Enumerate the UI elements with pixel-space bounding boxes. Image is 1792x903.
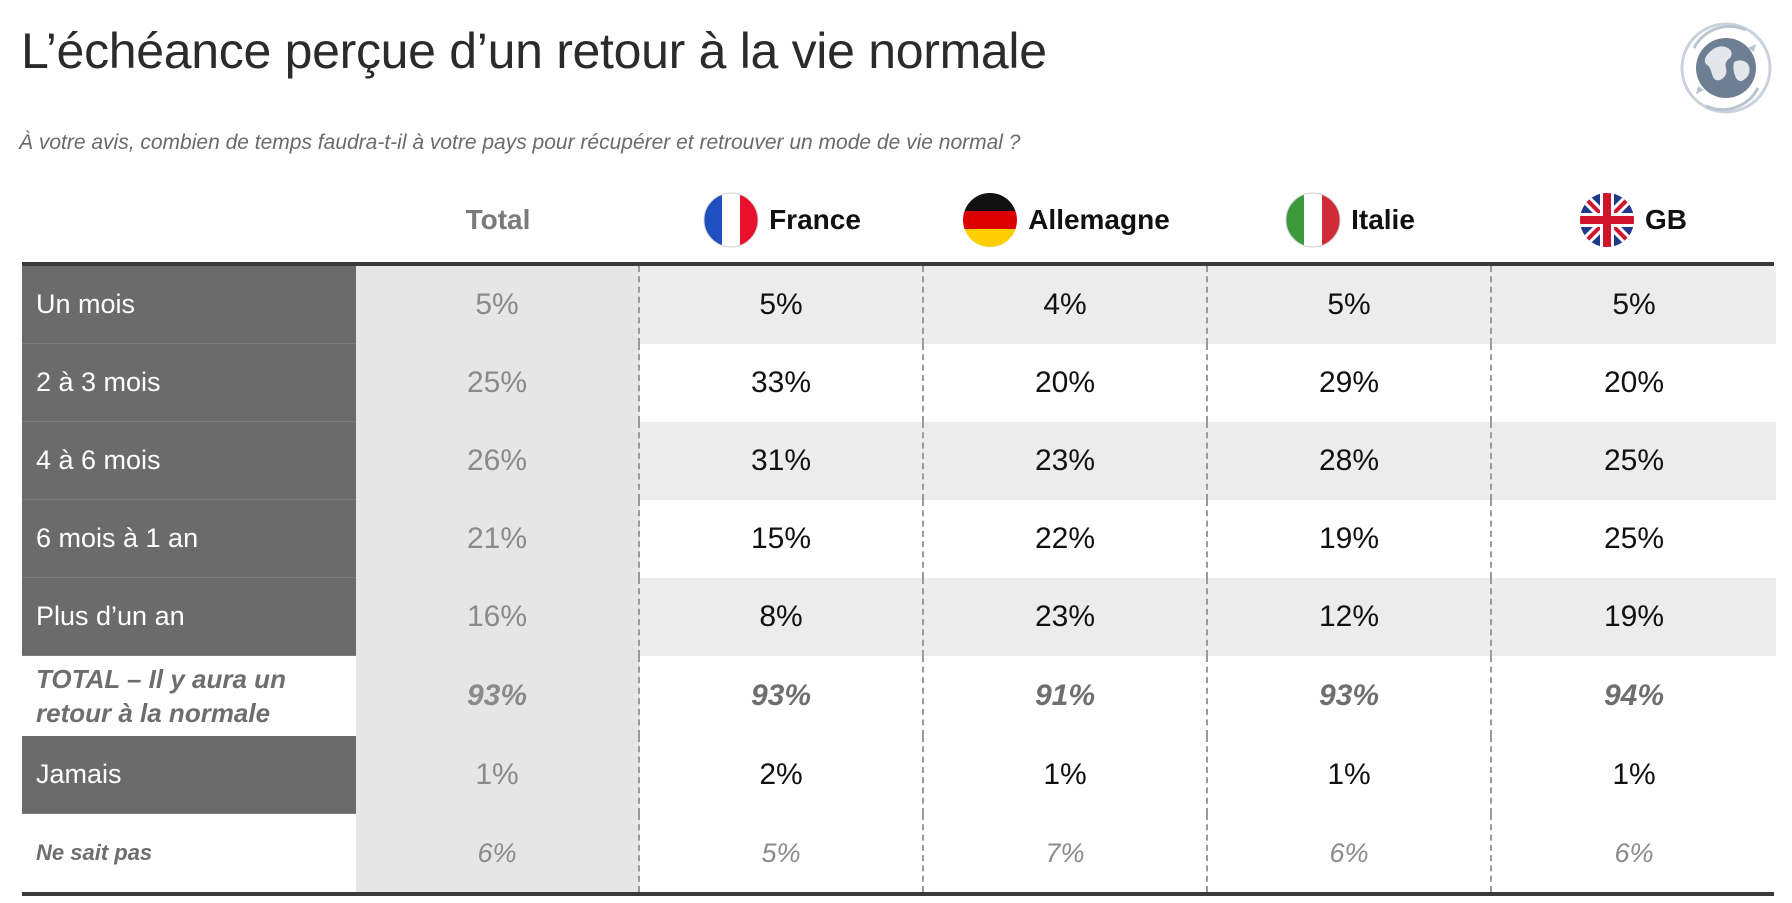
row-label-line1: TOTAL – Il y aura un [36, 664, 286, 694]
cell-gb: 94% [1603, 679, 1665, 712]
question-subtitle: À votre avis, combien de temps faudra-t-… [19, 131, 1021, 154]
cell-allemagne: 1% [924, 736, 1208, 814]
row-label: 6 mois à 1 an [22, 500, 356, 578]
cell-italie: 1% [1208, 736, 1492, 814]
row-label: Plus d’un an [22, 578, 356, 656]
cell-allemagne: 23% [924, 422, 1208, 500]
cell-total: 93% [356, 656, 640, 736]
col-header-gb-label: GB [1645, 204, 1687, 235]
cell-allemagne: 20% [924, 344, 1208, 422]
cell-france: 8% [640, 578, 924, 656]
row-label: Un mois [22, 266, 356, 344]
table-row-total-retour: TOTAL – Il y aura un retour à la normale… [22, 656, 1774, 736]
col-header-france-label: France [769, 204, 861, 235]
page-title: L’échéance perçue d’un retour à la vie n… [21, 23, 1047, 79]
table-row-un-mois: Un mois 5% 5% 4% 5% 5% [22, 266, 1776, 344]
cell-gb: 20% [1603, 366, 1665, 399]
cell-france: 31% [640, 422, 924, 500]
col-header-france: France [640, 178, 924, 262]
cell-allemagne: 7% [924, 814, 1208, 892]
cell-france: 33% [640, 344, 924, 422]
cell-italie: 5% [1208, 266, 1492, 344]
cell-gb: 5% [1492, 266, 1776, 344]
cell-gb: 25% [1492, 422, 1776, 500]
cell-france: 2% [640, 736, 924, 814]
cell-italie: 6% [1208, 814, 1492, 892]
table-row-plus-un-an: Plus d’un an 16% 8% 23% 12% 19% [22, 578, 1776, 656]
france-flag-icon [703, 192, 759, 248]
row-label: Ne sait pas [22, 814, 356, 892]
cell-total: 5% [356, 266, 640, 344]
cell-gb: 6% [1614, 837, 1654, 868]
cell-france: 93% [640, 656, 924, 736]
cell-france: 5% [640, 814, 924, 892]
row-label: 4 à 6 mois [22, 422, 356, 500]
cell-gb: 1% [1612, 758, 1656, 791]
col-header-gb: GB [1492, 178, 1774, 262]
cell-total: 25% [356, 344, 640, 422]
table-header: Total France Allemagne Italie [22, 178, 1774, 266]
row-label: 2 à 3 mois [22, 344, 356, 422]
col-header-total: Total [465, 204, 531, 235]
table-row-ne-sait-pas: Ne sait pas 6% 5% 7% 6% 6% [22, 814, 1774, 892]
cell-france: 15% [640, 500, 924, 578]
cell-total: 16% [356, 578, 640, 656]
row-label: Jamais [22, 736, 356, 814]
col-header-allemagne-label: Allemagne [1028, 204, 1170, 235]
results-table: Total France Allemagne Italie [22, 178, 1776, 896]
cell-italie: 29% [1208, 344, 1492, 422]
cell-allemagne: 91% [924, 656, 1208, 736]
cell-total: 6% [356, 814, 640, 892]
table-row-4-6-mois: 4 à 6 mois 26% 31% 23% 28% 25% [22, 422, 1776, 500]
cell-gb: 19% [1492, 578, 1776, 656]
cell-allemagne: 22% [924, 500, 1208, 578]
row-label: TOTAL – Il y aura un retour à la normale [22, 656, 356, 736]
row-label-line2: retour à la normale [36, 698, 271, 728]
globe-icon [1676, 18, 1776, 118]
cell-italie: 12% [1208, 578, 1492, 656]
germany-flag-icon [962, 192, 1018, 248]
cell-italie: 19% [1208, 500, 1492, 578]
italy-flag-icon [1285, 192, 1341, 248]
cell-total: 26% [356, 422, 640, 500]
cell-italie: 28% [1208, 422, 1492, 500]
cell-italie: 93% [1208, 656, 1492, 736]
table-row-jamais: Jamais 1% 2% 1% 1% 1% [22, 736, 1774, 814]
cell-total: 1% [356, 736, 640, 814]
cell-france: 5% [640, 266, 924, 344]
cell-allemagne: 4% [924, 266, 1208, 344]
col-header-italie-label: Italie [1351, 204, 1415, 235]
table-row-2-3-mois: 2 à 3 mois 25% 33% 20% 29% 20% [22, 344, 1774, 422]
col-header-italie: Italie [1208, 178, 1492, 262]
col-header-allemagne: Allemagne [924, 178, 1208, 262]
table-bottom-rule [22, 892, 1774, 896]
uk-flag-icon [1579, 192, 1635, 248]
cell-allemagne: 23% [924, 578, 1208, 656]
cell-gb: 25% [1603, 522, 1665, 555]
table-row-6-mois-1-an: 6 mois à 1 an 21% 15% 22% 19% 25% [22, 500, 1774, 578]
cell-total: 21% [356, 500, 640, 578]
